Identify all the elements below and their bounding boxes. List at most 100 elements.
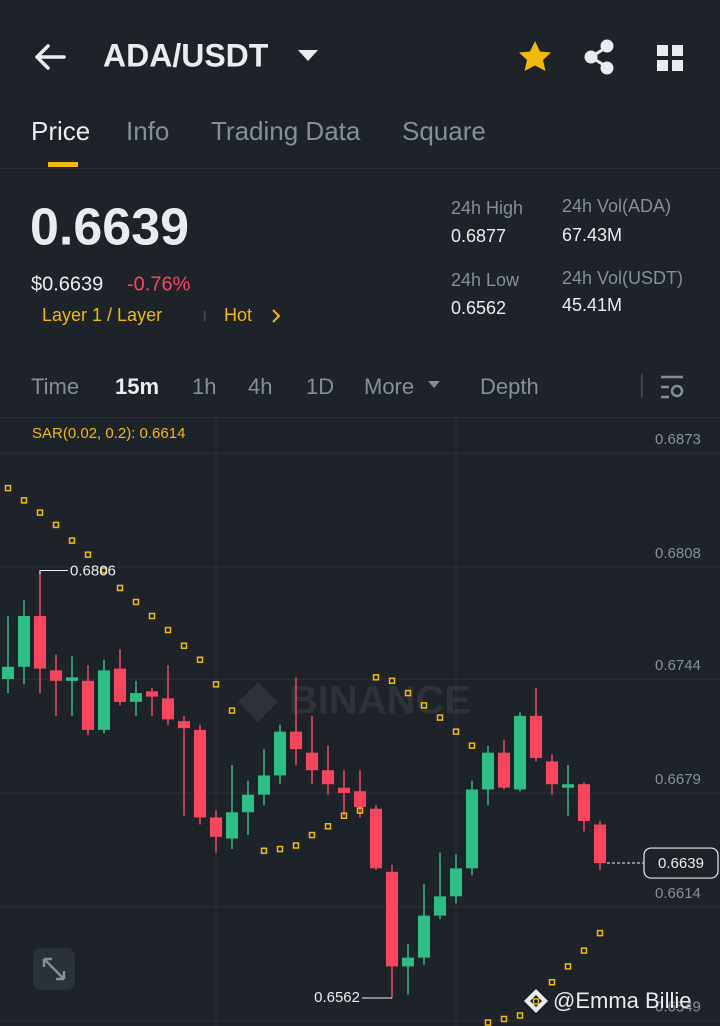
sar-dot	[20, 497, 28, 504]
candle-body	[210, 817, 222, 837]
candle-body	[194, 729, 206, 818]
plot: 0.6873 0.6808 0.6744 0.6679 0.6614 0.6549 0.68…	[0, 431, 720, 1026]
candle-body	[578, 784, 590, 821]
sar-dot	[564, 963, 572, 970]
interval[interactable]: Depth	[480, 374, 539, 399]
sar-dot	[452, 728, 460, 735]
chart-settings[interactable]	[661, 375, 684, 399]
sar-dot	[132, 598, 140, 606]
candle-body	[482, 752, 494, 790]
candle-body	[290, 731, 302, 750]
sar-dot	[68, 537, 76, 544]
expand-button[interactable]	[33, 948, 75, 990]
candle-body	[50, 670, 62, 681]
sar-dot	[84, 551, 92, 558]
sar-dot	[548, 978, 556, 986]
candle-body	[226, 812, 238, 839]
interval[interactable]: 15m	[115, 374, 159, 399]
sar-dot	[228, 707, 236, 714]
share-dot	[600, 61, 614, 75]
tag-separator	[204, 311, 206, 321]
interval[interactable]: Time	[31, 374, 79, 399]
last-price: 0.6639	[30, 199, 189, 257]
tab-indicator	[48, 162, 78, 167]
tag[interactable]: Hot	[224, 305, 252, 325]
candle-body	[418, 915, 430, 958]
watermark-logo	[238, 682, 278, 722]
sar-dot	[356, 807, 364, 814]
sar-dot	[276, 845, 284, 853]
high-label: 0.6806	[70, 562, 116, 579]
candle-body	[322, 770, 334, 785]
interval[interactable]: 4h	[248, 374, 272, 399]
tab[interactable]: Square	[402, 116, 486, 146]
high-marker	[39, 569, 68, 575]
candle-body	[34, 615, 46, 669]
back-button[interactable]	[35, 44, 66, 70]
user-logo	[524, 989, 548, 1013]
candle-body	[450, 868, 462, 897]
sar-dot	[404, 689, 412, 697]
candle-body	[146, 691, 158, 697]
stat-value: 0.6877	[451, 226, 506, 246]
sar-dot	[484, 1019, 492, 1026]
share-dot	[600, 39, 614, 53]
y-tick-label: 0.6614	[655, 885, 701, 902]
sar-dot	[580, 947, 588, 954]
candle-body	[82, 680, 94, 730]
pair-caret[interactable]	[298, 50, 318, 61]
interval[interactable]: More	[364, 374, 414, 399]
low-label: 0.6562	[314, 989, 360, 1006]
candle-body	[370, 808, 382, 869]
pair-title[interactable]: ADA/USDT	[103, 37, 269, 73]
tag[interactable]: Layer 1 / Layer	[42, 305, 162, 325]
tag-chevron	[272, 309, 281, 323]
candle-body	[594, 824, 606, 864]
candle-body	[258, 775, 270, 795]
y-tick-label: 0.6873	[655, 431, 701, 448]
interval[interactable]: 1D	[306, 374, 334, 399]
sar-dot	[420, 702, 428, 709]
tab[interactable]: Trading Data	[211, 116, 361, 146]
sar-dot	[212, 681, 220, 688]
candle-body	[2, 666, 14, 680]
stat-value: 67.43M	[562, 225, 622, 245]
expand-icon	[42, 957, 66, 981]
sar-dot	[436, 714, 444, 721]
sar-dot	[180, 642, 188, 650]
last-price-tag	[643, 847, 719, 879]
y-tick-label: 0.6679	[655, 771, 701, 788]
grid-button[interactable]	[657, 45, 683, 71]
last-price-label: 0.6639	[658, 855, 704, 872]
favorite-star[interactable]	[519, 41, 551, 71]
stat-value: 0.6562	[451, 298, 506, 318]
indicator-label: SAR(0.02, 0.2): 0.6614	[32, 425, 185, 442]
candle-body	[514, 715, 526, 790]
candle-body	[386, 871, 398, 967]
candle-body	[498, 752, 510, 788]
back-arrow	[35, 44, 66, 70]
stat-label: 24h Low	[451, 270, 520, 290]
candle-body	[434, 896, 446, 916]
sar-dot	[4, 484, 12, 492]
sar-dot	[260, 847, 268, 855]
interval[interactable]: 1h	[192, 374, 216, 399]
candle-body	[354, 791, 366, 807]
tab[interactable]: Price	[31, 116, 90, 146]
candle-body	[242, 794, 254, 813]
candle-body	[338, 787, 350, 793]
stat-label: 24h Vol(ADA)	[562, 196, 671, 216]
divider	[0, 168, 720, 169]
tab[interactable]: Info	[126, 116, 169, 146]
share-button[interactable]	[584, 39, 614, 75]
separator	[641, 374, 643, 398]
sar-dot	[388, 677, 396, 685]
sar-dot	[164, 626, 172, 634]
divider	[0, 417, 720, 418]
candle-body	[546, 761, 558, 785]
y-tick-label: 0.6549	[655, 999, 701, 1016]
candle-body	[466, 789, 478, 869]
candle-body	[114, 668, 126, 702]
